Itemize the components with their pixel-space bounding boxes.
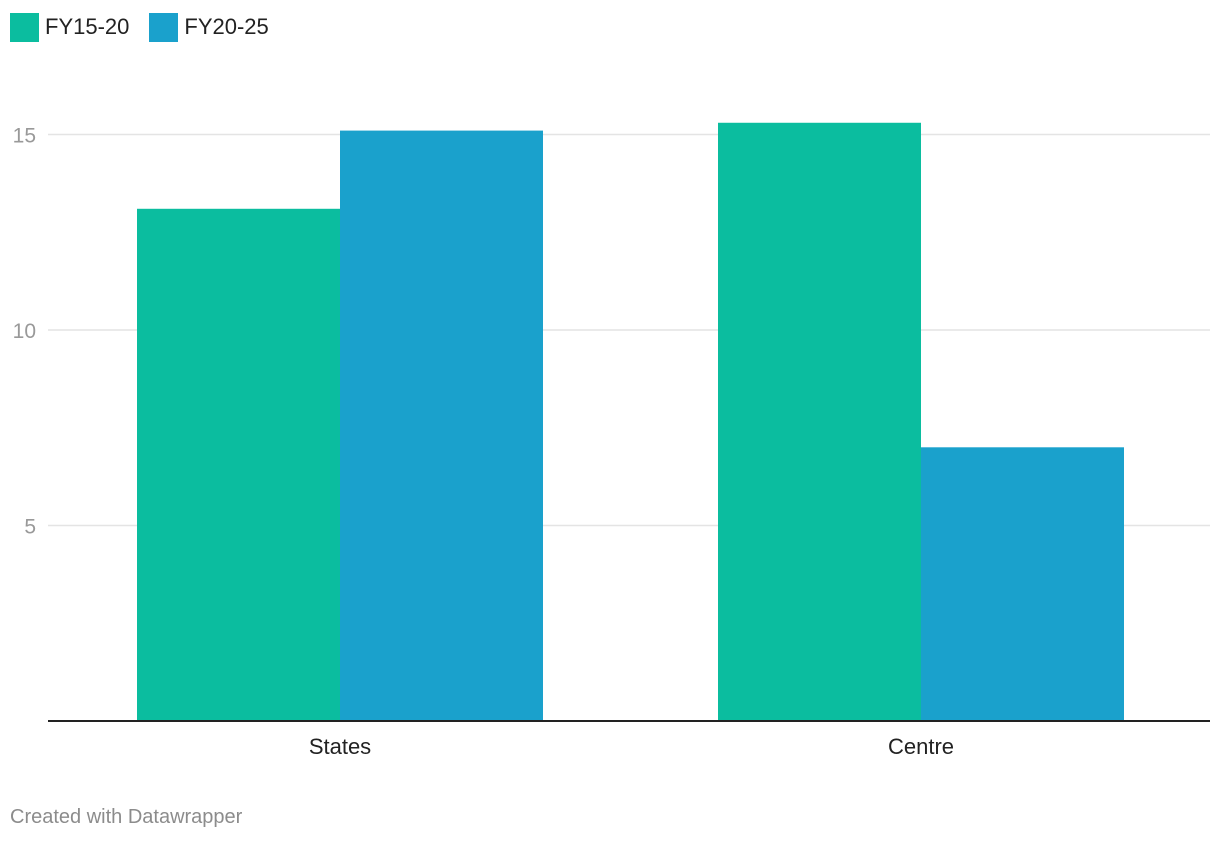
x-tick-label-states: States	[309, 734, 371, 759]
bar-states-fy15-20	[137, 208, 340, 722]
legend-swatch-fy15-20	[10, 12, 39, 42]
bar-centre-fy15-20	[718, 122, 921, 721]
bar-states-fy20-25	[340, 130, 543, 722]
x-tick-label-centre: Centre	[888, 734, 954, 759]
y-tick-label-5: 5	[24, 516, 36, 539]
legend: FY15-20 FY20-25	[10, 12, 289, 42]
legend-item-fy20-25: FY20-25	[149, 12, 269, 42]
footer-credit: Created with Datawrapper	[10, 806, 243, 828]
legend-item-fy15-20: FY15-20	[10, 12, 130, 42]
legend-label-fy20-25: FY20-25	[184, 14, 269, 39]
y-tick-label-10: 10	[13, 320, 36, 343]
bar-centre-fy20-25	[921, 447, 1124, 721]
legend-label-fy15-20: FY15-20	[45, 14, 130, 39]
legend-swatch-fy20-25	[149, 12, 179, 42]
y-tick-label-15: 15	[13, 125, 36, 148]
